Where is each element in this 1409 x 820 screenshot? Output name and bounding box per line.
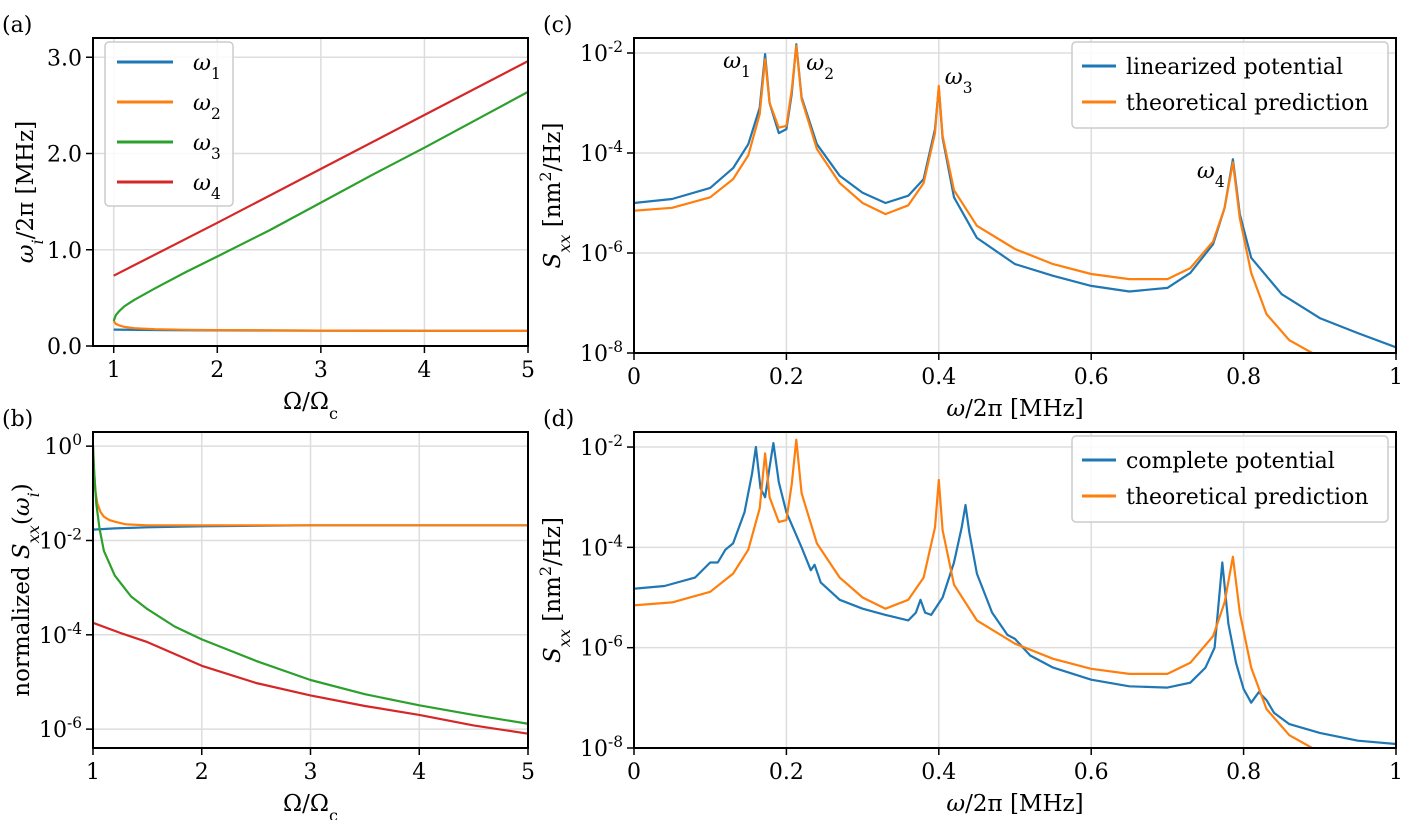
- panel-c: 0 0.2 0.4 0.6 0.8 1 10-2 10-4 10-6 10-8 (c) ω/2π [M…: [536, 13, 1404, 422]
- y-tick-label: 10-8: [580, 338, 623, 367]
- x-tick-label: 0.4: [921, 365, 956, 390]
- panel-b: 1 2 3 4 5 100 10-2 10-4 10-6 (b) Ω/Ωc normalized Sx…: [2, 407, 535, 820]
- y-axis-label: Sxx [nm2/Hz]: [536, 123, 574, 269]
- x-axis-label: ω/2π [MHz]: [946, 396, 1083, 422]
- y-tick-label: 10-4: [580, 138, 623, 167]
- x-tick-label: 0.4: [921, 760, 956, 785]
- series-green-line: [112, 90, 528, 322]
- legend-label: ω3: [193, 131, 221, 163]
- series-group: [93, 446, 528, 735]
- x-tick-label: 5: [521, 358, 535, 383]
- panel-d: 0 0.2 0.4 0.6 0.8 1 10-2 10-4 10-6 10-8 (d) ω/2π [M…: [536, 407, 1404, 817]
- x-tick-label: 3: [304, 760, 318, 785]
- series-group: [634, 438, 1396, 748]
- y-tick-label: 10-2: [580, 38, 623, 67]
- legend-label: ω2: [193, 91, 221, 123]
- y-tick-label: 10-2: [580, 432, 623, 461]
- x-tick-label: 0.8: [1226, 365, 1261, 390]
- peak-label-1: ω1: [723, 49, 751, 81]
- series-orange-line: [634, 44, 1313, 353]
- peak-label-4: ω4: [1197, 159, 1225, 191]
- legend-label: ω1: [193, 51, 221, 83]
- x-tick-label: 0.2: [769, 365, 804, 390]
- x-tick-label: 1: [107, 358, 121, 383]
- panel-label: (c): [543, 13, 573, 38]
- x-tick-label: 4: [417, 358, 431, 383]
- y-tick-label: 10-4: [39, 620, 82, 649]
- x-tick-label: 5: [521, 760, 535, 785]
- x-tick-label: 3: [314, 358, 328, 383]
- x-tick-label: 0: [627, 365, 641, 390]
- x-tick-label: 4: [412, 760, 426, 785]
- series-group: [112, 60, 528, 332]
- x-tick-label: 0.6: [1074, 365, 1109, 390]
- peak-label-2: ω2: [806, 51, 834, 83]
- y-tick-label: 0.0: [47, 335, 82, 360]
- x-tick-label: 0: [627, 760, 641, 785]
- x-axis-label: ω/2π [MHz]: [946, 791, 1083, 817]
- x-axis-label: Ω/Ωc: [283, 389, 338, 423]
- y-tick-label: 10-6: [39, 714, 82, 743]
- x-tick-label: 1: [1389, 365, 1403, 390]
- legend-label: linearized potential: [1126, 55, 1343, 80]
- y-tick-label: 100: [44, 431, 82, 460]
- series-group: [634, 43, 1396, 353]
- x-axis-label: Ω/Ωc: [283, 791, 338, 820]
- legend: complete potential theoretical prediction: [1071, 435, 1389, 523]
- panel-label: (d): [543, 407, 574, 432]
- legend-box: [1071, 41, 1389, 129]
- legend: linearized potential theoretical predicti…: [1071, 41, 1389, 129]
- legend: ω1 ω2 ω3 ω4: [104, 41, 234, 207]
- y-axis-label: ωi/2π [MHz]: [13, 121, 47, 263]
- axes-frame: [92, 37, 529, 347]
- series-red-line: [93, 621, 528, 735]
- y-tick-label: 10-6: [580, 238, 623, 267]
- y-tick-label: 2.0: [47, 143, 82, 168]
- x-tick-label: 0.6: [1074, 760, 1109, 785]
- x-tick-label: 1: [86, 760, 100, 785]
- x-tick-label: 0.2: [769, 760, 804, 785]
- panel-label: (a): [2, 13, 32, 38]
- y-axis-label: Sxx [nm2/Hz]: [536, 517, 574, 663]
- legend-box: [104, 41, 234, 207]
- y-tick-label: 3.0: [47, 46, 82, 71]
- peak-label-3: ω3: [945, 65, 973, 97]
- x-tick-label: 2: [195, 760, 209, 785]
- y-tick-label: 10-2: [39, 525, 82, 554]
- panel-label: (b): [2, 407, 33, 432]
- y-tick-label: 10-4: [580, 532, 623, 561]
- series-orange-line: [634, 438, 1313, 748]
- series-green-line: [93, 446, 528, 725]
- legend-label: theoretical prediction: [1126, 91, 1369, 116]
- y-tick-label: 1.0: [47, 239, 82, 264]
- legend-label: theoretical prediction: [1126, 485, 1369, 510]
- legend-label: complete potential: [1126, 449, 1335, 474]
- y-tick-label: 10-8: [580, 733, 623, 762]
- legend-box: [1071, 435, 1389, 523]
- x-tick-label: 0.8: [1226, 760, 1261, 785]
- y-axis-label: normalized Sxx(ωi): [9, 483, 43, 696]
- series-blue-line: [634, 442, 1396, 746]
- series-red-line: [113, 60, 528, 277]
- y-tick-label: 10-6: [580, 633, 623, 662]
- axes-frame: [633, 37, 1397, 354]
- legend-label: ω4: [193, 171, 221, 203]
- x-tick-label: 2: [210, 358, 224, 383]
- x-tick-label: 1: [1389, 760, 1403, 785]
- axes-frame: [633, 431, 1397, 749]
- series-orange-line: [112, 320, 528, 332]
